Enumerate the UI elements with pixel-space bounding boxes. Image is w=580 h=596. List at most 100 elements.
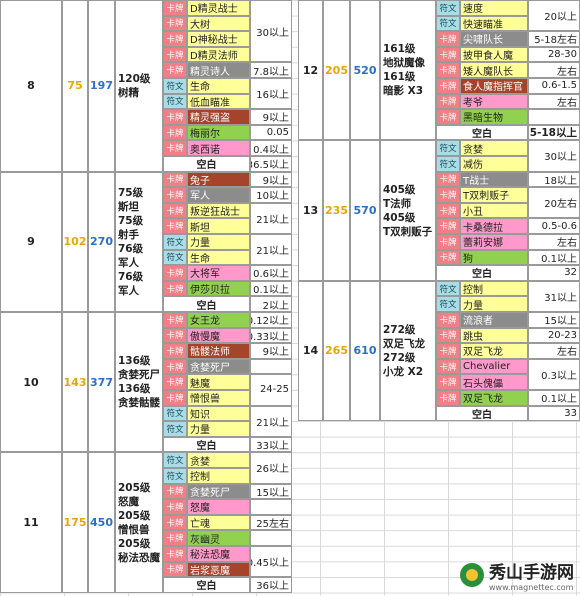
level: 265 — [323, 280, 350, 422]
group-number: 9 — [0, 171, 62, 312]
power: 450 — [88, 452, 115, 593]
unit-name: 速度 — [460, 0, 528, 16]
level: 235 — [323, 140, 350, 281]
unit-name: 尖啸队长 — [460, 31, 528, 47]
requirement: 15-18以上 — [528, 124, 580, 141]
blank-row: 空白 — [163, 156, 250, 172]
row-tag: 符文 — [163, 249, 187, 266]
row-tag: 卡牌 — [163, 171, 187, 188]
unit-name: 卡桑德拉 — [460, 218, 528, 234]
row-tag: 卡牌 — [163, 0, 187, 16]
row-tag: 卡牌 — [163, 358, 187, 375]
description-line: T双刺贩子 — [383, 225, 433, 238]
enemy-description: 205级 怒魔 205级 憎恨兽 205级 秘法恐魔 — [115, 452, 163, 593]
description-line: 161级 — [383, 43, 416, 56]
unit-name: 控制 — [187, 468, 250, 484]
row-tag: 卡牌 — [436, 62, 460, 78]
requirement: 15以上 — [528, 312, 580, 328]
requirement: 21以上 — [250, 405, 292, 437]
description-line: 405级 — [383, 183, 416, 196]
description-line: 树精 — [118, 86, 139, 99]
row-tag: 卡牌 — [436, 187, 460, 203]
group-number: 8 — [0, 0, 62, 172]
unit-name: 双足飞龙 — [460, 390, 528, 406]
row-tag: 卡牌 — [436, 327, 460, 344]
requirement: 0.6以上 — [250, 265, 292, 281]
unit-name: 贪婪 — [187, 452, 250, 468]
empty-cell — [250, 530, 292, 546]
unit-name: 秘法恐魔 — [187, 546, 250, 562]
row-tag: 符文 — [163, 405, 187, 422]
row-tag: 卡牌 — [163, 327, 187, 344]
description-line: 秘法恐魔 — [118, 551, 160, 564]
row-tag: 卡牌 — [163, 109, 187, 125]
description-line: 136级 — [118, 383, 151, 396]
row-tag: 卡牌 — [163, 265, 187, 281]
row-tag: 卡牌 — [436, 374, 460, 390]
row-tag: 卡牌 — [163, 31, 187, 47]
requirement: 9以上 — [250, 109, 292, 125]
level: 205 — [323, 0, 350, 141]
row-tag: 卡牌 — [163, 374, 187, 390]
requirement: 20以上 — [528, 0, 580, 32]
unit-name: D精灵战士 — [187, 0, 250, 16]
row-tag: 卡牌 — [163, 46, 187, 63]
unit-name: 傲慢魔 — [187, 327, 250, 344]
requirement: 30以上 — [250, 0, 292, 63]
row-tag: 符文 — [163, 468, 187, 484]
unit-name: 奥西诺 — [187, 140, 250, 156]
unit-name: T战士 — [460, 171, 528, 188]
requirement: 0.45以上 — [250, 546, 292, 578]
group-number: 12 — [298, 0, 323, 141]
unit-name: D神秘战士 — [187, 31, 250, 47]
description-line: 76级 — [118, 270, 144, 283]
row-tag: 卡牌 — [436, 78, 460, 94]
unit-name: 狗 — [460, 249, 528, 266]
requirement: 左右 — [528, 234, 580, 250]
row-tag: 卡牌 — [436, 249, 460, 266]
description-line: 272级 — [383, 351, 416, 364]
unit-name: 知识 — [187, 405, 250, 422]
requirement: 33以上 — [250, 436, 292, 453]
enemy-description: 405级 T法师 405级 T双刺贩子 — [380, 140, 436, 281]
unit-name: 岩浆恶魔 — [187, 561, 250, 578]
description-line: 地狱魔像 — [383, 57, 425, 70]
row-tag: 卡牌 — [163, 218, 187, 234]
description-line: 272级 — [383, 323, 416, 336]
unit-name: 伊莎贝拉 — [187, 280, 250, 297]
requirement: 0.3以上 — [528, 358, 580, 390]
empty-cell — [250, 499, 292, 515]
description-line: 贪婪骷髅 X2 — [118, 397, 162, 410]
unit-name: 减伤 — [460, 156, 528, 172]
row-tag: 符文 — [163, 452, 187, 468]
row-tag: 卡牌 — [163, 312, 187, 328]
unit-name: 力量 — [460, 296, 528, 312]
group-number: 14 — [298, 280, 323, 422]
requirement: 25左右 — [250, 514, 292, 531]
row-tag: 卡牌 — [436, 358, 460, 375]
blank-row: 空白 — [436, 405, 528, 422]
row-tag: 卡牌 — [163, 62, 187, 78]
description-line: 暗影 X3 — [383, 85, 424, 98]
description-line: 161级 — [383, 71, 416, 84]
unit-name: 力量 — [187, 421, 250, 437]
unit-name: 食人魔指挥官 — [460, 78, 528, 94]
requirement: 0.4以上 — [250, 140, 292, 156]
blank-row: 空白 — [163, 577, 250, 593]
unit-name: 力量 — [187, 234, 250, 250]
row-tag: 卡牌 — [436, 93, 460, 110]
description-line: 205级 — [118, 537, 151, 550]
description-line: 双足飞龙 — [383, 337, 425, 350]
blank-row: 空白 — [163, 296, 250, 312]
requirement: 32 — [528, 265, 580, 281]
unit-name: 兔子 — [187, 171, 250, 188]
unit-name: 叛逆狂战士 — [187, 202, 250, 219]
requirement: 2以上 — [250, 296, 292, 312]
unit-name: 低血瞄准 — [187, 93, 250, 110]
requirement: 9以上 — [250, 171, 292, 188]
row-tag: 卡牌 — [163, 187, 187, 203]
description-line: 军人 — [118, 284, 139, 297]
unit-name: 控制 — [460, 280, 528, 297]
